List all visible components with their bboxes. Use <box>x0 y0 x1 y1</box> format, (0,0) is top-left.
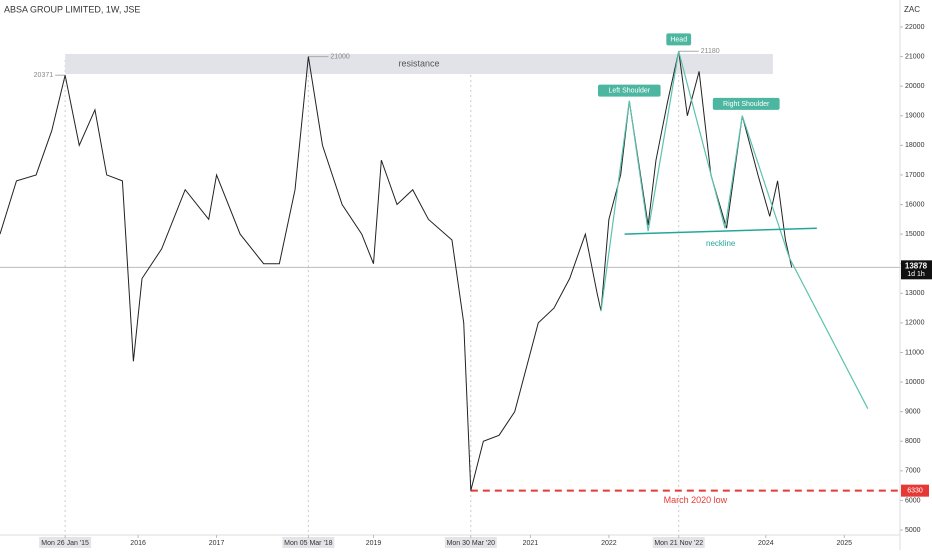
x-tick-label: Mon 21 Nov '22 <box>654 540 703 547</box>
date-box <box>652 537 705 548</box>
annotation-label: Head <box>670 36 687 43</box>
resistance-zone <box>65 53 773 74</box>
y-tick-label: 7000 <box>905 468 921 475</box>
countdown: 1d 1h <box>907 271 925 278</box>
date-box <box>444 537 497 548</box>
resistance-label: resistance <box>398 58 439 68</box>
date-box <box>282 537 335 548</box>
y-tick-label: 5000 <box>905 527 921 534</box>
y-tick-label: 10000 <box>905 379 925 386</box>
neckline-label: neckline <box>706 239 736 248</box>
chart-title: ABSA GROUP LIMITED, 1W, JSE <box>4 4 140 14</box>
y-tick-label: 8000 <box>905 438 921 445</box>
x-tick-label: 2016 <box>130 540 146 547</box>
y-tick-label: 12000 <box>905 320 925 327</box>
y-tick-label: 13000 <box>905 290 925 297</box>
y-tick-label: 18000 <box>905 142 925 149</box>
x-tick-label: 2021 <box>523 540 539 547</box>
currency: ZAC <box>904 5 920 14</box>
pattern-line <box>600 51 869 409</box>
x-tick-label: 2022 <box>601 540 617 547</box>
y-tick-label: 20000 <box>905 83 925 90</box>
support-price: 6330 <box>907 487 923 494</box>
last-price-box <box>901 260 932 280</box>
last-price-label: 13878 <box>905 261 928 270</box>
y-tick-label: 9000 <box>905 408 921 415</box>
annotation-box <box>597 84 661 97</box>
annotation-box <box>712 97 780 110</box>
y-tick-label: 19000 <box>905 113 925 120</box>
support-box <box>901 484 929 497</box>
y-tick-label: 6000 <box>905 497 921 504</box>
x-tick-label: Mon 26 Jan '15 <box>41 540 89 547</box>
annotation-box <box>666 33 692 46</box>
neckline <box>624 227 817 235</box>
x-tick-label: Mon 30 Mar '20 <box>447 540 496 547</box>
y-tick-label: 22000 <box>905 24 925 31</box>
y-tick-label: 15000 <box>905 231 925 238</box>
y-tick-label: 16000 <box>905 201 925 208</box>
price-line <box>0 51 793 491</box>
x-tick-label: 2019 <box>366 540 382 547</box>
y-tick-label: 11000 <box>905 349 924 356</box>
annotation-label: Right Shoulder <box>723 101 770 108</box>
x-tick-label: 2017 <box>209 540 225 547</box>
annotation-label: Left Shoulder <box>608 87 650 94</box>
x-tick-label: 2024 <box>758 540 774 547</box>
level-label: 20371 <box>34 72 54 79</box>
support-label: March 2020 low <box>664 495 728 505</box>
level-label: 21180 <box>701 48 720 55</box>
x-tick-label: 2025 <box>837 540 853 547</box>
y-tick-label: 21000 <box>905 53 925 60</box>
x-tick-label: Mon 05 Mar '18 <box>284 540 333 547</box>
level-label: 21000 <box>330 53 350 60</box>
y-tick-label: 17000 <box>905 172 925 179</box>
date-box <box>39 537 92 548</box>
